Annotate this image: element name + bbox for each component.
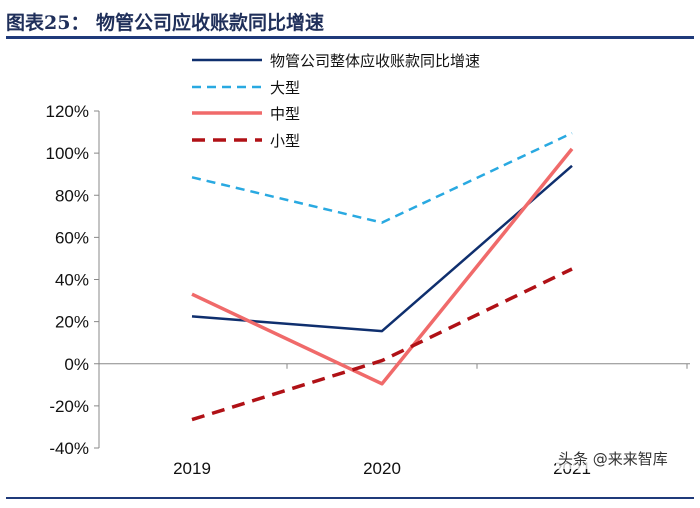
bottom-divider [6, 497, 694, 499]
legend-label-medium: 中型 [270, 105, 300, 123]
y-tick-label: -20% [49, 397, 89, 416]
x-tick-label: 2020 [363, 459, 401, 478]
legend-label-overall: 物管公司整体应收账款同比增速 [270, 52, 480, 70]
y-tick-label: 0% [64, 355, 89, 374]
y-tick-label: 40% [55, 271, 89, 290]
y-tick-label: 80% [55, 186, 89, 205]
y-tick-label: 120% [46, 102, 89, 121]
legend-label-large: 大型 [270, 79, 300, 97]
x-tick-label: 2019 [173, 459, 211, 478]
y-tick-label: 60% [55, 228, 89, 247]
title-bar: 图表25： 物管公司应收账款同比增速 [6, 6, 694, 39]
series-line-large [191, 131, 573, 224]
series-line-small [191, 267, 573, 422]
page-title: 图表25： 物管公司应收账款同比增速 [6, 12, 325, 34]
title-divider [6, 36, 694, 39]
y-tick-label: 100% [46, 144, 89, 163]
y-tick-label: -40% [49, 439, 89, 458]
series-line-overall [191, 164, 573, 333]
watermark: 头条 @来来智库 [556, 448, 670, 469]
y-tick-label: 20% [55, 313, 89, 332]
legend-label-small: 小型 [270, 132, 300, 150]
series-line-medium [191, 147, 574, 386]
